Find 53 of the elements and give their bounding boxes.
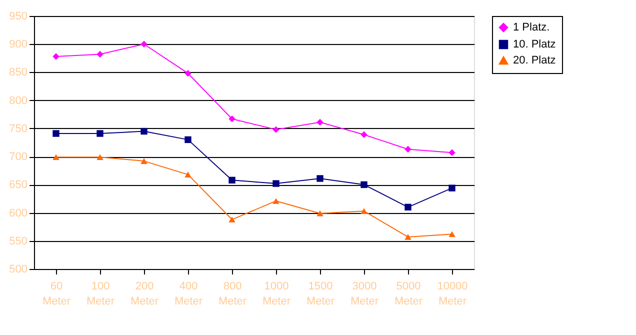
point [272, 126, 280, 133]
point [316, 118, 324, 126]
point [316, 175, 324, 182]
point [184, 172, 192, 178]
y-tick-label: 550 [9, 235, 28, 248]
point [448, 184, 456, 192]
point [228, 216, 236, 222]
point [184, 70, 192, 77]
y-tick-label: 600 [9, 207, 28, 220]
y-tick-label: 900 [9, 38, 28, 51]
point [360, 208, 368, 214]
point [96, 130, 104, 137]
x-tick-label: 400 Meter [174, 280, 203, 308]
x-tick-label: 10000 Meter [437, 280, 468, 308]
point [140, 128, 148, 135]
point [228, 116, 236, 122]
point [140, 158, 148, 164]
legend-label: 10. Platz [513, 38, 556, 50]
y-tick-label: 500 [9, 264, 28, 276]
point [52, 154, 60, 160]
point [96, 50, 104, 58]
y-tick-label: 650 [9, 179, 28, 192]
x-tick-label: 800 Meter [218, 280, 247, 308]
x-tick-label: 100 Meter [86, 280, 115, 308]
point [52, 53, 60, 60]
point [316, 210, 324, 216]
point [52, 130, 60, 137]
x-tick-label: 3000 Meter [350, 280, 379, 308]
y-tick-label: 750 [9, 122, 28, 135]
point [448, 231, 456, 238]
point [448, 149, 456, 156]
point [360, 181, 368, 188]
point [184, 136, 192, 144]
point [140, 40, 148, 48]
point [228, 176, 236, 184]
y-tick-label: 850 [9, 66, 28, 79]
point [404, 146, 412, 153]
point [360, 131, 368, 138]
legend-label: 20. Platz [513, 54, 556, 66]
point [272, 180, 280, 187]
y-tick-label: 800 [9, 94, 28, 107]
point [404, 234, 412, 240]
point [272, 198, 280, 204]
legend-label: 1 Platz. [513, 22, 550, 34]
x-tick-label: 1000 Meter [262, 280, 291, 308]
x-tick-label: 5000 Meter [394, 280, 423, 308]
y-tick-label: 950 [9, 10, 28, 22]
x-tick-label: 60 Meter [42, 280, 71, 308]
x-tick-label: 1500 Meter [306, 280, 335, 308]
point [404, 204, 412, 211]
y-tick-label: 700 [9, 151, 28, 164]
x-tick-label: 200 Meter [130, 280, 159, 308]
point [96, 154, 104, 160]
